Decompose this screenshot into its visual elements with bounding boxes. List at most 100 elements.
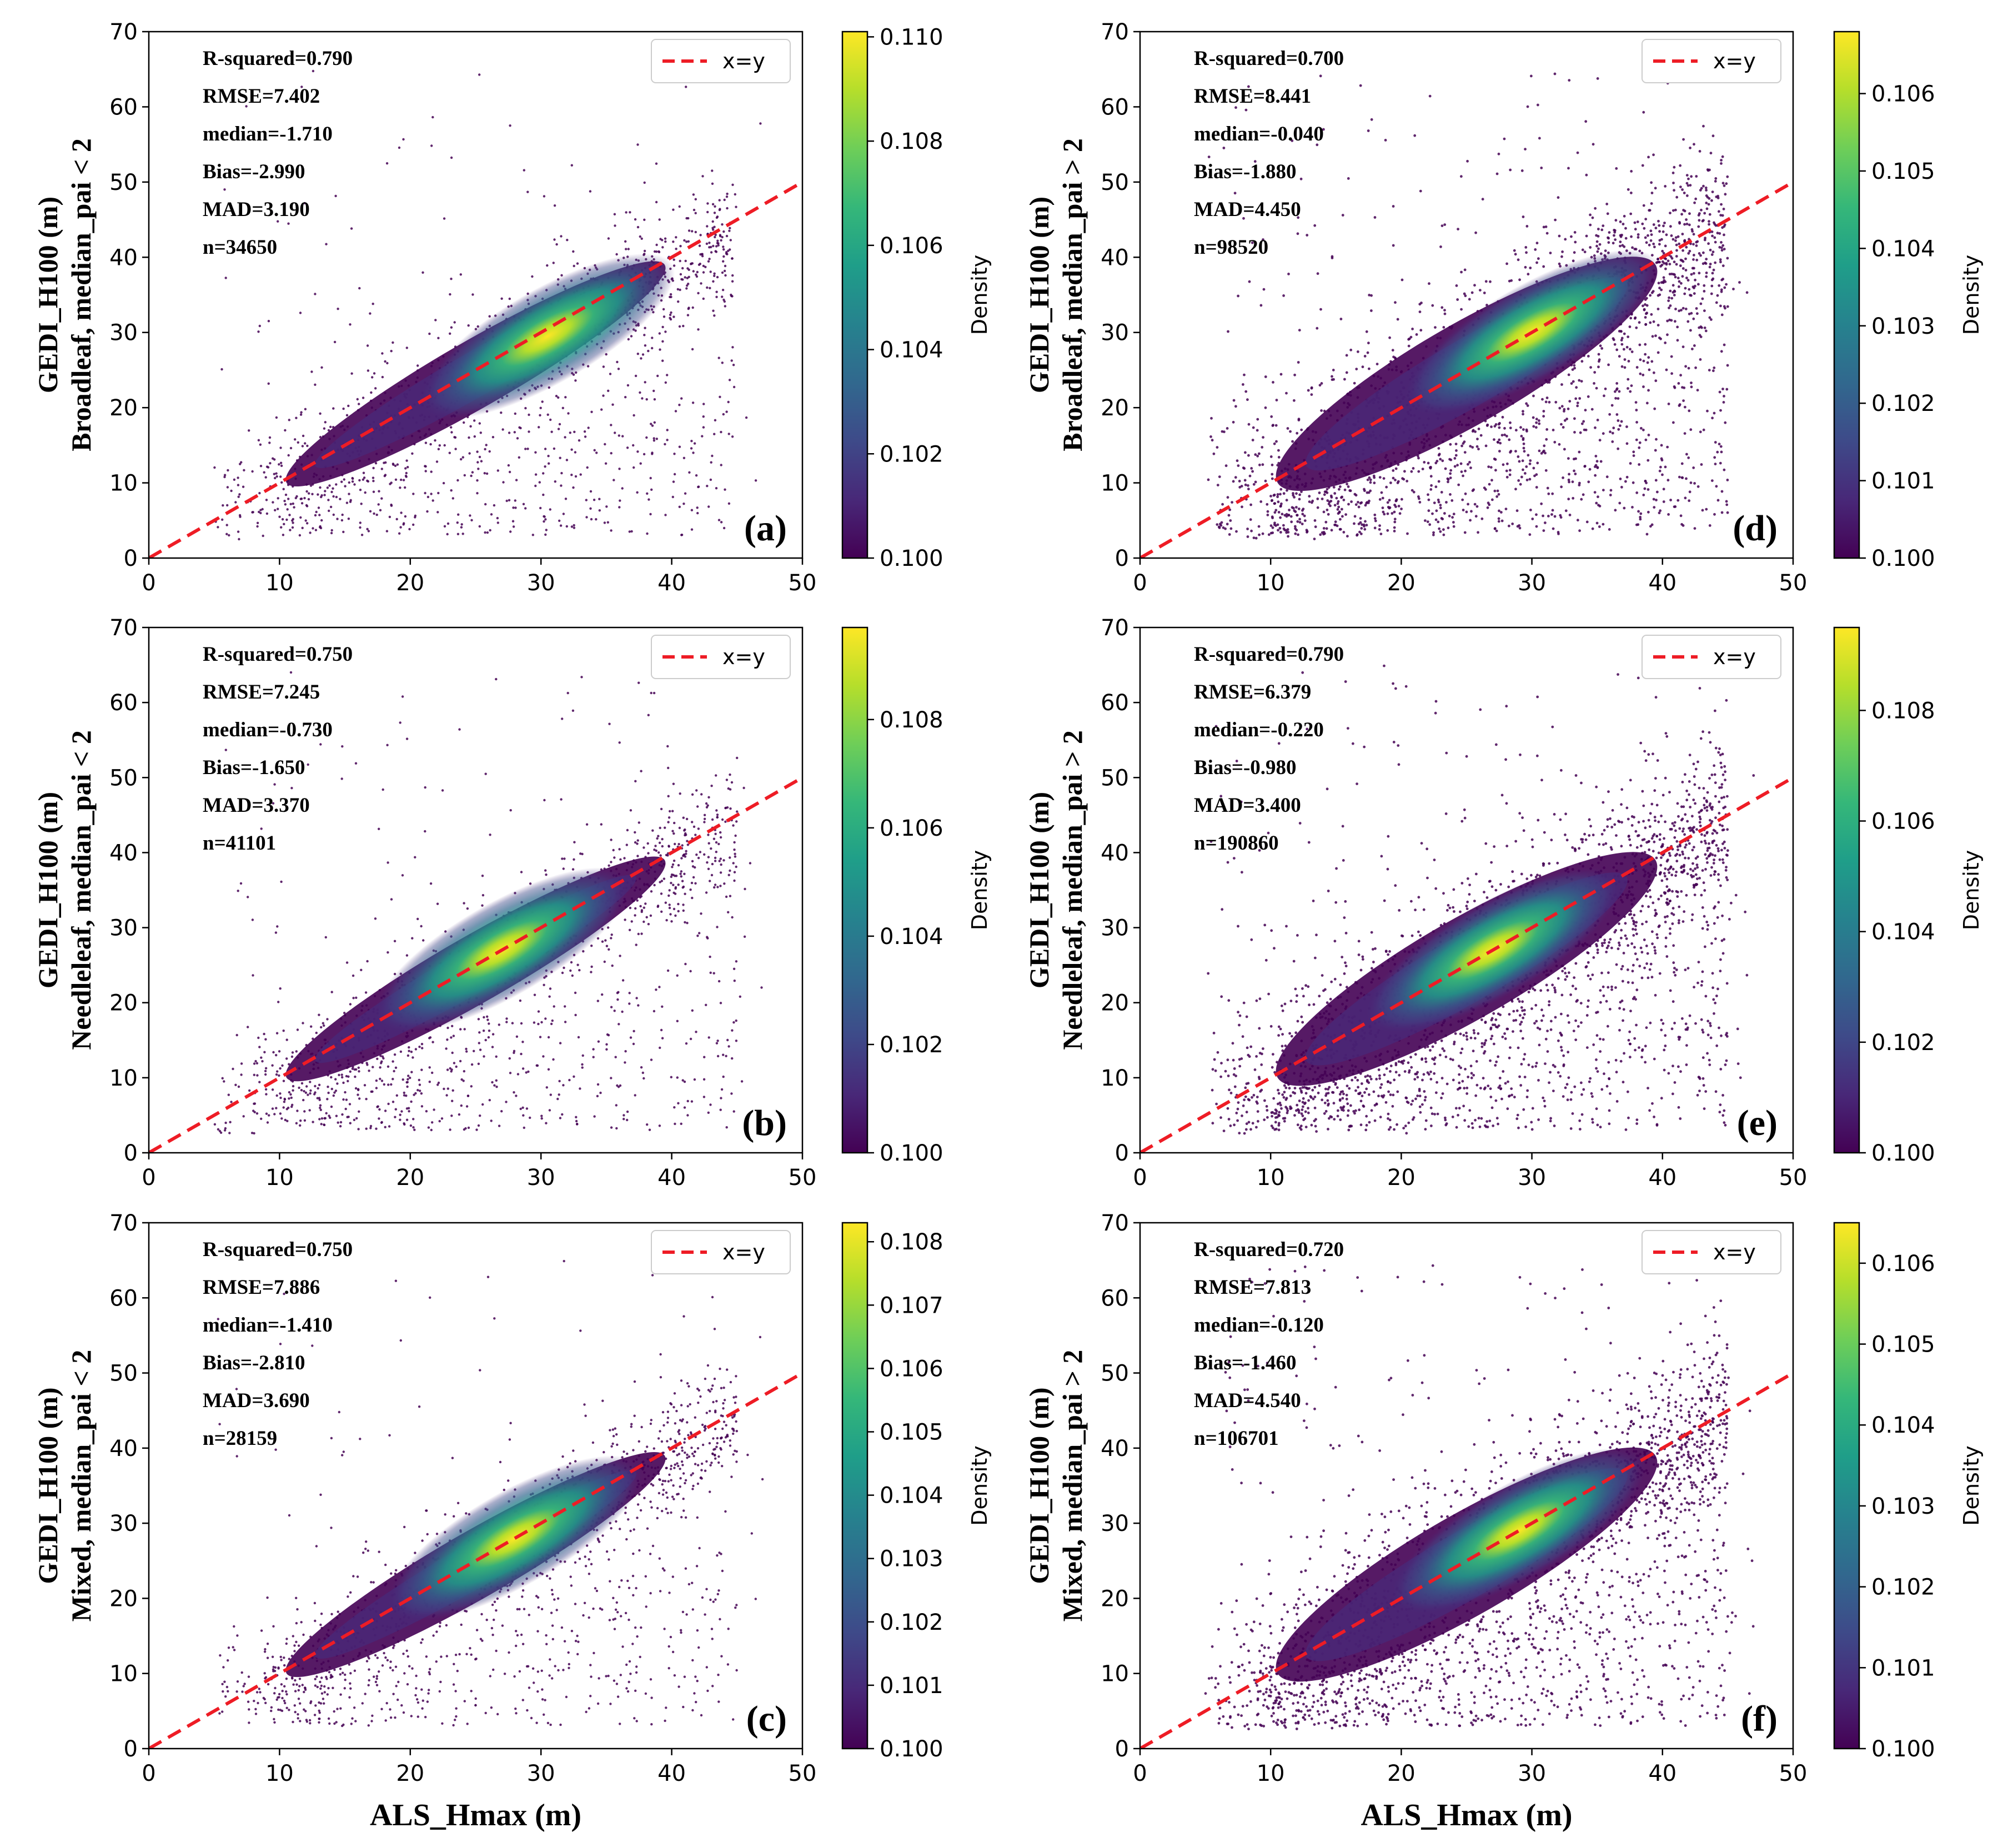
- scatter-point: [1297, 508, 1301, 510]
- scatter-point: [1483, 486, 1486, 489]
- scatter-point: [1521, 459, 1524, 463]
- scatter-point: [1211, 439, 1214, 442]
- scatter-point: [1644, 236, 1647, 239]
- scatter-point: [1329, 504, 1332, 508]
- scatter-point: [1674, 275, 1677, 279]
- scatter-point: [684, 259, 687, 263]
- scatter-point: [571, 974, 574, 977]
- scatter-point: [1443, 512, 1446, 515]
- scatter-point: [522, 503, 525, 505]
- scatter-point: [1544, 469, 1548, 472]
- scatter-point: [282, 1106, 285, 1109]
- scatter-point: [1277, 529, 1279, 532]
- scatter-point: [727, 502, 731, 505]
- scatter-point: [408, 1110, 410, 1113]
- scatter-point: [393, 1053, 396, 1056]
- scatter-point: [1487, 501, 1490, 505]
- scatter-point: [412, 1126, 415, 1129]
- scatter-point: [299, 516, 302, 519]
- scatter-point: [1624, 237, 1628, 240]
- scatter-point: [616, 360, 619, 364]
- scatter-point: [403, 522, 405, 525]
- scatter-point: [386, 1065, 390, 1068]
- scatter-point: [675, 236, 677, 239]
- scatter-point: [606, 521, 610, 524]
- scatter-point: [296, 1109, 299, 1112]
- scatter-point: [1316, 143, 1319, 147]
- scatter-point: [414, 1048, 418, 1051]
- scatter-point: [1279, 516, 1282, 519]
- scatter-point: [659, 1046, 661, 1049]
- scatter-point: [629, 1036, 632, 1039]
- scatter-point: [720, 863, 722, 866]
- scatter-point: [299, 312, 302, 314]
- scatter-point: [1675, 255, 1678, 258]
- scatter-point: [463, 474, 466, 477]
- scatter-point: [330, 490, 333, 494]
- scatter-point: [667, 766, 670, 770]
- scatter-point: [1232, 399, 1236, 402]
- scatter-point: [1283, 514, 1287, 517]
- scatter-point: [1593, 371, 1597, 374]
- scatter-point: [1635, 366, 1639, 369]
- scatter-point: [578, 439, 581, 442]
- scatter-point: [476, 479, 479, 482]
- scatter-point: [1711, 250, 1715, 254]
- scatter-point: [1703, 327, 1706, 329]
- scatter-point: [1347, 503, 1350, 506]
- scatter-point: [1692, 466, 1695, 469]
- scatter-point: [1346, 483, 1349, 486]
- scatter-point: [1444, 467, 1447, 470]
- scatter-point: [642, 906, 646, 909]
- scatter-point: [300, 502, 304, 505]
- scatter-point: [1721, 388, 1724, 390]
- y-tick-label: 60: [1101, 94, 1129, 120]
- scatter-point: [589, 190, 592, 193]
- scatter-point: [1367, 129, 1370, 132]
- scatter-point: [1353, 522, 1356, 525]
- scatter-point: [1468, 461, 1471, 464]
- scatter-point: [533, 993, 536, 996]
- scatter-point: [514, 412, 516, 415]
- scatter-point: [1673, 294, 1676, 297]
- scatter-point: [706, 225, 709, 228]
- scatter-point: [283, 500, 286, 503]
- scatter-point: [1426, 520, 1429, 523]
- scatter-point: [1615, 167, 1618, 170]
- plot-frame: [1139, 31, 1794, 559]
- scatter-point: [1233, 192, 1237, 195]
- scatter-point: [1649, 321, 1652, 324]
- scatter-point: [1573, 469, 1576, 473]
- scatter-point: [627, 248, 630, 250]
- scatter-point: [1694, 197, 1698, 200]
- scatter-point: [1679, 264, 1682, 267]
- scatter-point: [1254, 536, 1258, 540]
- scatter-point: [1708, 168, 1711, 172]
- scatter-point: [484, 531, 486, 534]
- scatter-point: [1649, 239, 1653, 242]
- scatter-point: [1285, 499, 1288, 502]
- scatter-point: [691, 865, 695, 868]
- scatter-point: [690, 528, 694, 531]
- scatter-point: [1702, 428, 1705, 431]
- scatter-point: [309, 1081, 312, 1083]
- scatter-point: [516, 437, 519, 440]
- scatter-point: [1495, 495, 1499, 498]
- scatter-point: [624, 240, 627, 243]
- scatter-point: [1714, 261, 1717, 264]
- scatter-point: [1623, 366, 1627, 369]
- scatter-point: [684, 921, 686, 924]
- scatter-point: [1666, 479, 1670, 482]
- scatter-point: [589, 490, 593, 493]
- scatter-point: [1711, 416, 1714, 420]
- scatter-point: [259, 465, 263, 468]
- scatter-point: [705, 242, 709, 245]
- scatter-point: [337, 308, 339, 310]
- scatter-point: [1419, 329, 1423, 332]
- scatter-point: [1452, 525, 1455, 528]
- scatter-point: [590, 518, 593, 521]
- scatter-point: [399, 486, 401, 489]
- scatter-point: [1681, 267, 1685, 270]
